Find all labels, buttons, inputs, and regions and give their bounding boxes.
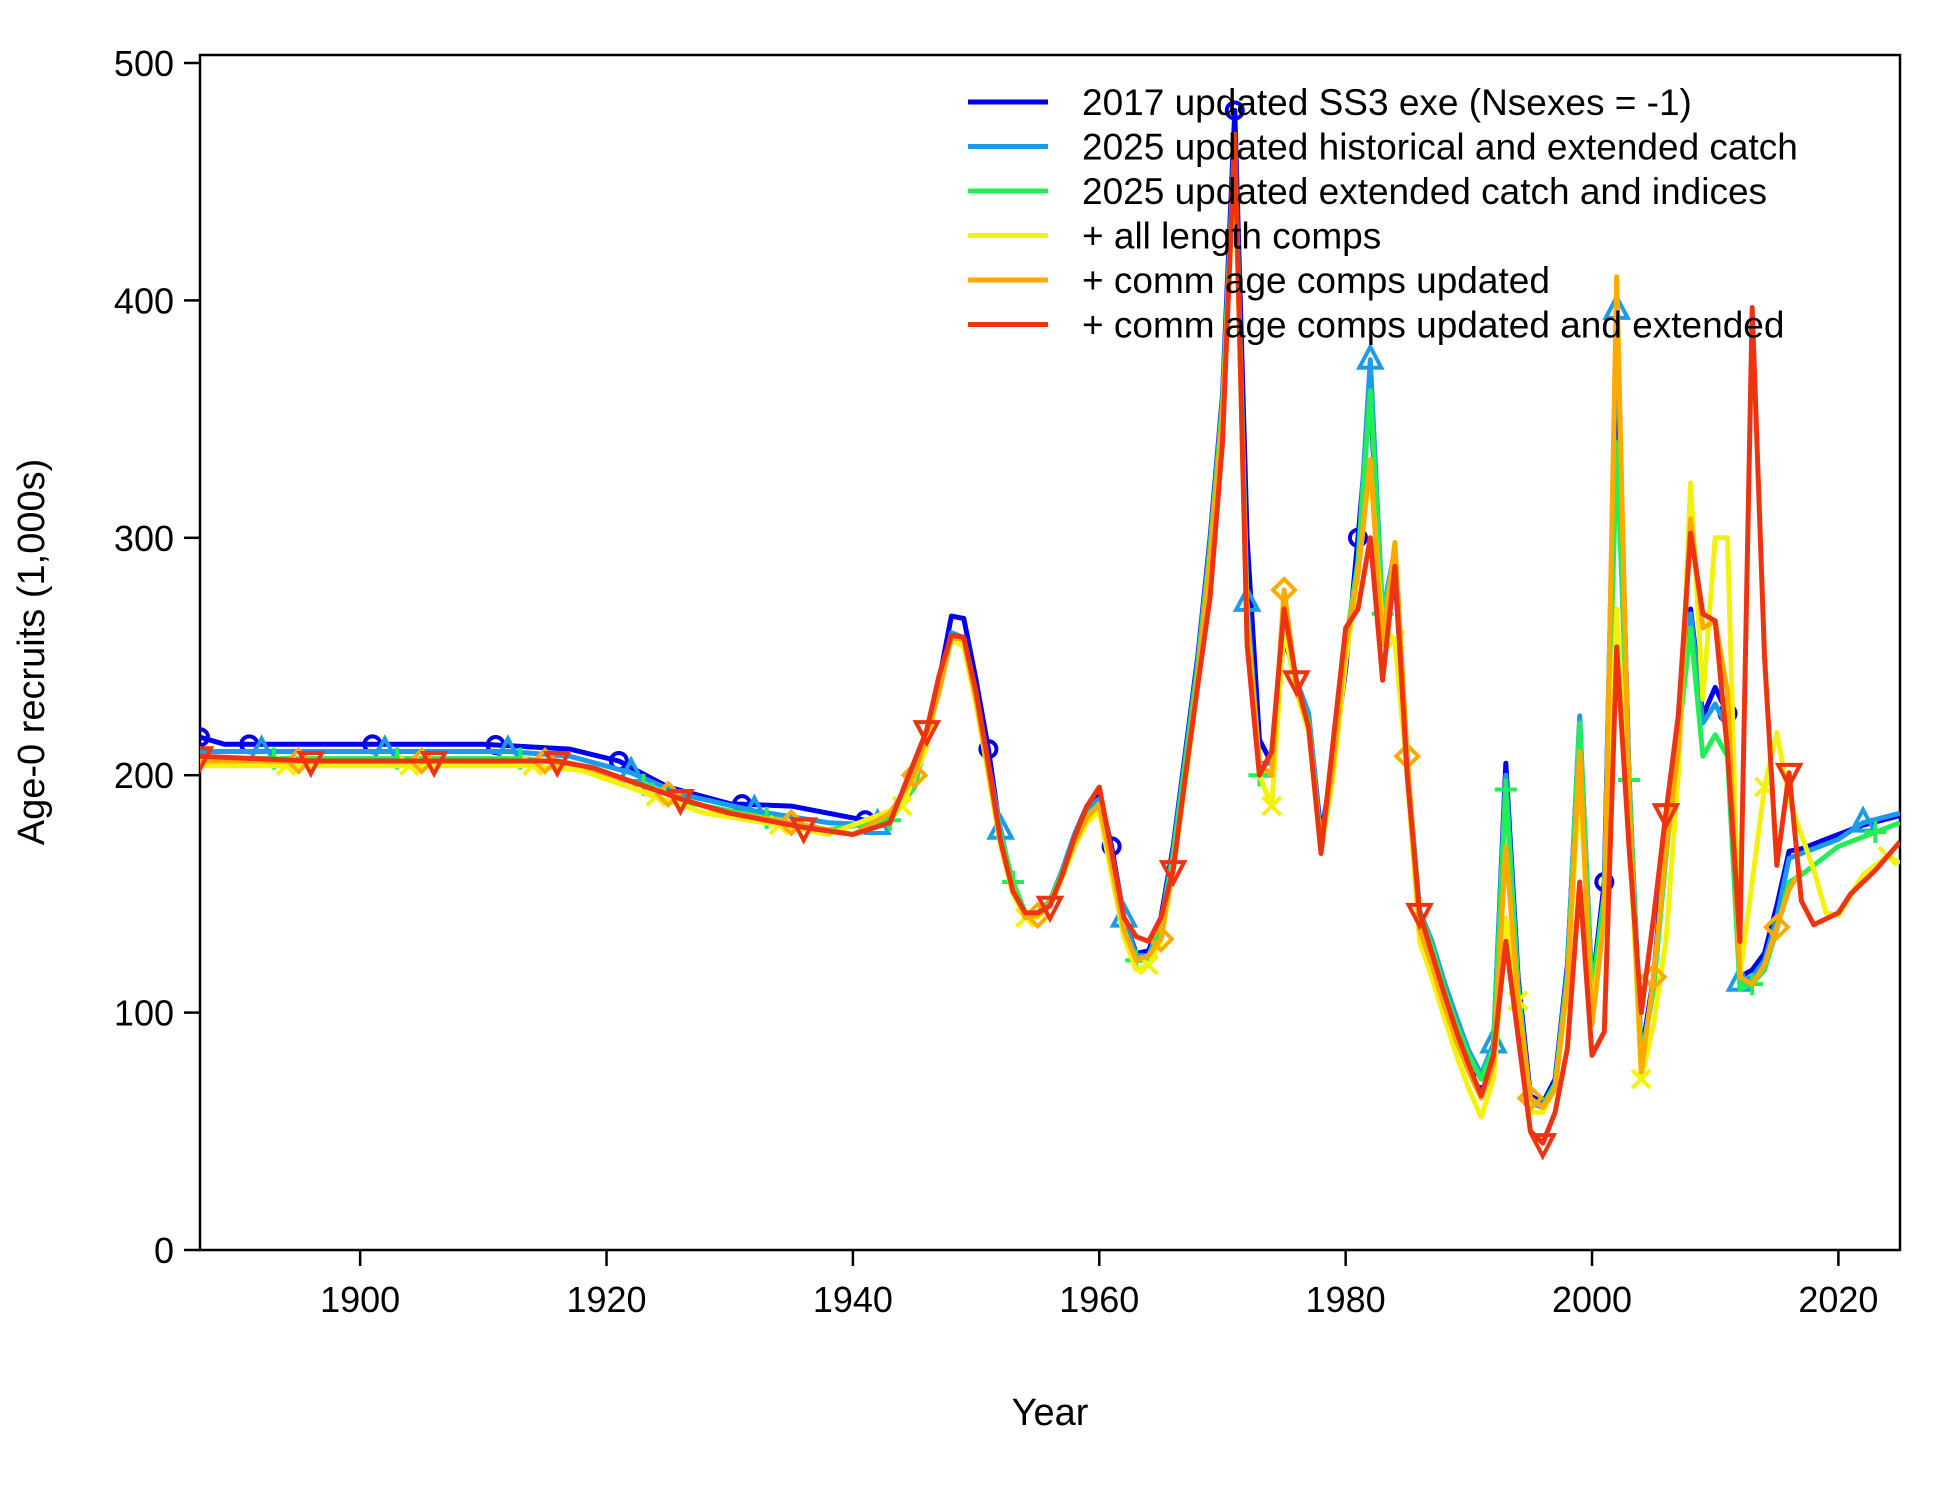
y-tick-label: 0	[154, 1230, 174, 1271]
data-point	[407, 747, 436, 775]
data-point	[419, 750, 449, 779]
data-point	[1651, 803, 1681, 831]
plot-frame	[198, 53, 1902, 1252]
data-point	[542, 750, 572, 779]
legend-label: 2017 updated SS3 exe (Nsexes = -1)	[1082, 82, 1692, 123]
data-point	[900, 761, 929, 790]
series-5	[200, 150, 1804, 1112]
data-point	[1035, 895, 1065, 924]
legend-label: + comm age comps updated	[1082, 260, 1550, 301]
data-point	[1405, 902, 1434, 931]
data-point	[912, 720, 942, 748]
data-point	[1270, 576, 1298, 604]
data-point	[666, 788, 695, 817]
data-point	[1282, 670, 1311, 698]
y-tick-label: 100	[114, 993, 174, 1034]
x-tick-label: 2020	[1798, 1279, 1878, 1320]
legend-label: + all length comps	[1082, 216, 1381, 257]
series-line	[200, 131, 1900, 1146]
legend-label: + comm age comps updated and extended	[1082, 305, 1784, 346]
x-tick-label: 1920	[566, 1279, 646, 1320]
series-line	[200, 150, 1804, 1111]
y-tick-label: 300	[114, 518, 174, 559]
series-6	[200, 131, 1900, 1161]
series-line	[200, 143, 1900, 1108]
series-line	[200, 131, 1900, 1111]
series-2	[200, 131, 1900, 1111]
series-1	[200, 100, 1900, 1106]
data-point	[296, 750, 326, 779]
data-point	[1494, 778, 1517, 801]
data-point	[1774, 762, 1804, 791]
data-point	[1864, 821, 1887, 844]
x-tick-label: 1940	[813, 1279, 893, 1320]
legend: 2017 updated SS3 exe (Nsexes = -1)2025 u…	[968, 82, 1798, 346]
y-tick-label: 500	[114, 43, 174, 84]
x-tick-label: 1900	[320, 1279, 400, 1320]
data-point	[200, 727, 210, 748]
y-tick-label: 200	[114, 755, 174, 796]
y-axis: 0 100 200 300 400 500	[114, 43, 200, 1271]
data-point	[1261, 795, 1283, 817]
data-point	[1158, 860, 1188, 888]
series-layer	[200, 100, 1900, 1161]
series-line	[200, 108, 1900, 1106]
x-tick-label: 1960	[1059, 1279, 1139, 1320]
data-point	[1528, 1133, 1558, 1161]
data-point	[200, 746, 215, 774]
legend-label: 2025 updated historical and extended cat…	[1082, 127, 1798, 168]
x-tick-label: 1980	[1306, 1279, 1386, 1320]
data-point	[531, 747, 559, 775]
legend-label: 2025 updated extended catch and indices	[1082, 171, 1767, 212]
data-point	[284, 747, 313, 775]
y-tick-label: 400	[114, 280, 174, 321]
x-axis: 1900 1920 1940 1960 1980 2000 2020	[320, 1250, 1878, 1320]
data-point	[1762, 913, 1791, 941]
data-point	[1630, 1068, 1652, 1090]
data-point	[1355, 342, 1385, 370]
data-point	[1224, 100, 1245, 121]
x-tick-label: 2000	[1552, 1279, 1632, 1320]
series-3	[200, 143, 1900, 1108]
x-axis-label: Year	[1012, 1392, 1089, 1434]
data-point	[789, 817, 818, 845]
y-axis-label: Age-0 recruits (1,000s)	[11, 459, 53, 846]
data-point	[1848, 805, 1878, 833]
